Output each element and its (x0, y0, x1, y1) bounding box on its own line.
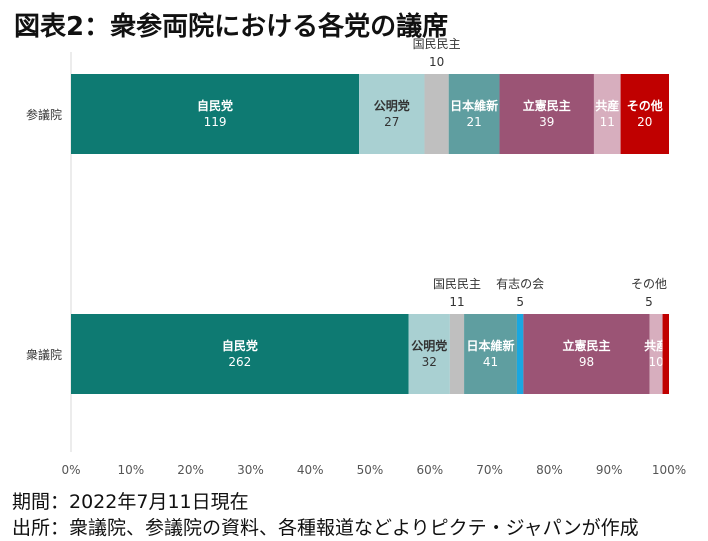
segment-value-label: 27 (384, 115, 399, 129)
footer-source: 出所：衆議院、参議院の資料、各種報道などよりピクテ・ジャパンが作成 (12, 517, 639, 539)
category-label-1: 衆議院 (26, 348, 62, 362)
x-tick-label: 90% (596, 463, 623, 477)
segment-value-label-outside: 5 (645, 295, 653, 309)
segment-name-label: 自民党 (222, 338, 258, 353)
x-tick-label: 0% (61, 463, 80, 477)
segment-name-label-outside: 国民民主 (413, 37, 461, 51)
bar-segment-0-6 (593, 74, 621, 154)
x-tick-label: 70% (476, 463, 503, 477)
stacked-bar-chart: 0% 10% 20% 30% 40% 50% 60% 70% 80% 90% 100%参議院自民党1… (26, 37, 686, 477)
x-tick-label: 30% (237, 463, 264, 477)
segment-name-label: 自民党 (197, 98, 233, 113)
segment-name-label: 共産 (595, 98, 619, 113)
segment-value-label: 20 (637, 115, 652, 129)
bar-segment-1-0 (71, 314, 409, 394)
segment-value-label-outside: 10 (429, 55, 444, 69)
bar-segment-0-7 (620, 74, 669, 154)
bar-segment-0-5 (499, 74, 594, 154)
segment-value-label: 11 (600, 115, 615, 129)
segment-name-label: 日本維新 (450, 98, 498, 113)
x-tick-label: 40% (297, 463, 324, 477)
segment-value-label: 41 (483, 355, 498, 369)
segment-value-label-outside: 5 (516, 295, 524, 309)
segment-name-label: 公明党 (374, 98, 410, 113)
bar-segment-1-6 (649, 314, 663, 394)
segment-name-label-outside: 国民民主 (433, 277, 481, 291)
bar-segment-0-3 (448, 74, 500, 154)
chart-title: 図表2：衆参両院における各党の議席 (14, 12, 449, 42)
segment-value-label: 32 (422, 355, 437, 369)
x-tick-label: 10% (117, 463, 144, 477)
segment-name-label: 公明党 (411, 338, 447, 353)
segment-value-label: 262 (228, 355, 251, 369)
segment-value-label-outside: 11 (449, 295, 464, 309)
bar-segment-1-4 (516, 314, 524, 394)
segment-value-label: 39 (539, 115, 554, 129)
segment-name-label-outside: その他 (631, 277, 667, 291)
segment-value-label: 10 (648, 355, 663, 369)
segment-name-label: 日本維新 (466, 338, 514, 353)
segment-name-label-outside: 有志の会 (496, 277, 544, 291)
segment-value-label: 21 (466, 115, 481, 129)
bar-segment-1-5 (523, 314, 650, 394)
x-tick-label: 20% (177, 463, 204, 477)
segment-value-label: 98 (579, 355, 594, 369)
segment-value-label: 119 (204, 115, 227, 129)
footer-period: 期間：2022年7月11日現在 (12, 491, 249, 513)
bar-segment-1-1 (408, 314, 450, 394)
bar-segment-1-2 (449, 314, 465, 394)
x-tick-label: 60% (416, 463, 443, 477)
bar-segment-0-1 (359, 74, 425, 154)
segment-name-label: 立憲民主 (523, 98, 571, 113)
bar-segment-1-7 (662, 314, 669, 394)
bar-segment-0-0 (71, 74, 360, 154)
bar-segment-1-3 (464, 314, 517, 394)
category-label-0: 参議院 (26, 107, 62, 122)
segment-name-label: 立憲民主 (563, 338, 611, 353)
x-tick-label: 100% (652, 463, 686, 477)
x-tick-label: 50% (357, 463, 384, 477)
segment-name-label: 共産 (644, 338, 668, 353)
x-tick-label: 80% (536, 463, 563, 477)
segment-name-label: その他 (627, 98, 663, 113)
bar-segment-0-2 (424, 74, 449, 154)
